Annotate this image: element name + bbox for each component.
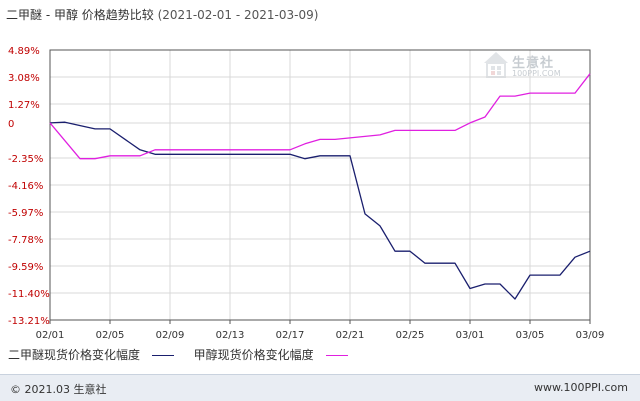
y-tick-label: -4.16% [8, 181, 43, 192]
footer-website-link[interactable]: www.100PPI.com [534, 381, 628, 394]
legend-item-methanol: 甲醇现货价格变化幅度 [194, 346, 348, 363]
footer-copyright: © 2021.03 生意社 [10, 383, 107, 396]
x-tick-label: 02/25 [396, 330, 425, 341]
y-tick-label: -5.97% [8, 208, 43, 219]
x-tick-label: 03/01 [456, 330, 485, 341]
legend: 二甲醚现货价格变化幅度 甲醇现货价格变化幅度 [8, 346, 364, 363]
chart-title: 二甲醚 - 甲醇 价格趋势比较 (2021-02-01 - 2021-03-09… [6, 6, 318, 23]
x-tick-label: 03/09 [576, 330, 605, 341]
y-tick-label: 4.89% [8, 46, 40, 57]
chart-title-range: (2021-02-01 - 2021-03-09) [157, 8, 319, 22]
x-tick-label: 02/05 [96, 330, 125, 341]
series-line-methanol [49, 73, 591, 160]
x-tick-labels: 02/01 02/05 02/09 02/13 02/17 02/21 02/25 03/01… [36, 330, 605, 341]
y-tick-label: 1.27% [8, 100, 40, 111]
series [49, 73, 591, 300]
y-tick-label: -2.35% [8, 154, 43, 165]
legend-label-methanol: 甲醇现货价格变化幅度 [193, 348, 314, 362]
y-tick-labels: 4.89% 3.08% 1.27% 0 -2.35% -4.16% -5.97% -7.78%… [8, 46, 50, 327]
grid [49, 49, 591, 321]
x-tick-label: 02/21 [336, 330, 365, 341]
footer-bar: © 2021.03 生意社 www.100PPI.com [0, 374, 640, 401]
x-tick-label: 02/09 [156, 330, 185, 341]
x-tick-label: 02/01 [36, 330, 65, 341]
y-tick-label: 0 [8, 119, 14, 130]
axes [49, 49, 591, 324]
legend-swatch-methanol [325, 355, 348, 356]
legend-item-dme: 二甲醚现货价格变化幅度 [8, 346, 174, 363]
y-tick-label: 3.08% [8, 73, 40, 84]
y-tick-label: -9.59% [8, 262, 43, 273]
y-tick-label: -11.40% [8, 289, 50, 300]
series-line-dme [49, 121, 591, 300]
x-tick-label: 02/13 [216, 330, 245, 341]
y-tick-label: -13.21% [8, 316, 50, 327]
x-tick-label: 03/05 [516, 330, 545, 341]
x-tick-label: 02/17 [276, 330, 305, 341]
chart-title-main: 二甲醚 - 甲醇 价格趋势比较 [6, 8, 154, 22]
legend-swatch-dme [151, 355, 174, 356]
plot-frame [49, 49, 591, 321]
legend-label-dme: 二甲醚现货价格变化幅度 [8, 348, 141, 362]
watermark-url: 100PPI.COM [512, 69, 561, 78]
y-tick-label: -7.78% [8, 235, 43, 246]
watermark-name: 生意社 [512, 56, 555, 71]
